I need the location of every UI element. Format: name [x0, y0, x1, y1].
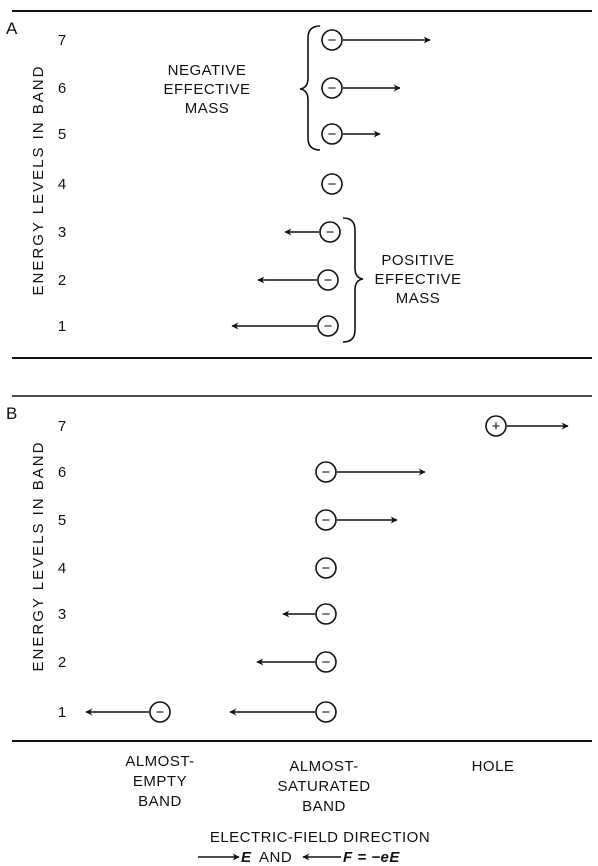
- panel-b-electron-3-circle: [315, 603, 337, 625]
- negative-mass-label-line1: NEGATIVE: [168, 62, 247, 79]
- almost-empty-label-line3: BAND: [138, 793, 182, 810]
- panel-b-level-3: 3: [58, 606, 66, 623]
- panel-b-level-numbers: 1 2 3 4 5 6 7: [58, 418, 66, 721]
- panel-b-hole-circle: [485, 415, 507, 437]
- panel-a-electron-2-sign: −: [324, 272, 333, 289]
- panel-b-electron-2-sign: −: [322, 654, 331, 671]
- panel-b-electron-5-circle: [315, 509, 337, 531]
- panel-a-electron-7-circle: [321, 29, 343, 51]
- panel-a-electron-7-sign: −: [328, 32, 337, 49]
- panel-b-electron-5-sign: −: [322, 512, 331, 529]
- panel-a-electron-1-sign: −: [324, 318, 333, 335]
- panel-b-electron-2: −: [256, 651, 337, 673]
- positive-mass-brace: [342, 217, 364, 343]
- panel-b-electron-6: −: [315, 461, 426, 483]
- panel-b-level-5: 5: [58, 512, 66, 529]
- almost-empty-label-line1: ALMOST-: [125, 753, 194, 770]
- panel-b-hole: +: [485, 415, 569, 437]
- panel-a-electron-2-circle: [317, 269, 339, 291]
- panel-a-electron-5-sign: −: [328, 126, 337, 143]
- panel-a-electrons: − − − − − − −: [231, 29, 431, 337]
- panel-a-tag: A: [6, 19, 18, 38]
- negative-mass-brace: [299, 25, 321, 151]
- hole-label: HOLE: [472, 758, 515, 775]
- panel-a-electron-3: −: [284, 221, 341, 243]
- panel-b-electron-1-circle: [315, 701, 337, 723]
- panel-a-electron-1: −: [231, 315, 339, 337]
- panel-b-electron-4-circle: [315, 557, 337, 579]
- panel-b-level-2: 2: [58, 654, 66, 671]
- panel-a-level-6: 6: [58, 80, 66, 97]
- panel-b-empty-band-electron-sign: −: [156, 704, 165, 721]
- almost-saturated-label-line2: SATURATED: [277, 778, 370, 795]
- panel-a-electron-6-circle: [321, 77, 343, 99]
- panel-b-level-6: 6: [58, 464, 66, 481]
- panel-a-level-3: 3: [58, 224, 66, 241]
- panel-b-electron-3: −: [282, 603, 337, 625]
- panel-b-empty-band-electron-circle: [149, 701, 171, 723]
- panel-a-electron-3-circle: [319, 221, 341, 243]
- positive-mass-label-line3: MASS: [396, 290, 441, 307]
- panel-a-electron-3-sign: −: [326, 224, 335, 241]
- panel-a-level-4: 4: [58, 176, 66, 193]
- panel-a-electron-2: −: [257, 269, 339, 291]
- panel-b-level-7: 7: [58, 418, 66, 435]
- panel-a-level-1: 1: [58, 318, 66, 335]
- panel-b-electron-5: −: [315, 509, 398, 531]
- positive-mass-label-line1: POSITIVE: [381, 252, 454, 269]
- almost-empty-label-line2: EMPTY: [133, 773, 187, 790]
- caption-and: AND: [259, 849, 292, 866]
- caption-e-symbol: E: [241, 849, 252, 866]
- panel-a-level-numbers: 1 2 3 4 5 6 7: [58, 32, 66, 335]
- panel-a-electron-6: −: [321, 77, 401, 99]
- caption-f-equation: F = −eE: [343, 849, 400, 866]
- almost-saturated-label-line1: ALMOST-: [289, 758, 358, 775]
- caption-line1: ELECTRIC-FIELD DIRECTION: [210, 829, 430, 846]
- panel-b-electron-4: −: [315, 557, 337, 579]
- panel-a-electron-6-sign: −: [328, 80, 337, 97]
- panel-b-electron-1-sign: −: [322, 704, 331, 721]
- panel-b-tag: B: [6, 404, 17, 423]
- negative-mass-label-line2: EFFECTIVE: [163, 81, 250, 98]
- panel-b-electron-3-sign: −: [322, 606, 331, 623]
- panel-a-electron-4-circle: [321, 173, 343, 195]
- panel-b-axis-label: ENERGY LEVELS IN BAND: [30, 441, 47, 672]
- almost-saturated-label-line3: BAND: [302, 798, 346, 815]
- panel-b-electron-6-circle: [315, 461, 337, 483]
- panel-a-electron-7: −: [321, 29, 431, 51]
- panel-a-electron-4: −: [321, 173, 343, 195]
- panel-a-electron-4-sign: −: [328, 176, 337, 193]
- panel-a-level-2: 2: [58, 272, 66, 289]
- panel-b-electron-6-sign: −: [322, 464, 331, 481]
- panel-b-electron-1: −: [229, 701, 337, 723]
- panel-a-electron-5-circle: [321, 123, 343, 145]
- panel-a-level-7: 7: [58, 32, 66, 49]
- panel-b-electron-2-circle: [315, 651, 337, 673]
- panel-b-level-1: 1: [58, 704, 66, 721]
- negative-mass-label-line3: MASS: [185, 100, 230, 117]
- panel-a-electron-5: −: [321, 123, 381, 145]
- positive-mass-label-line2: EFFECTIVE: [374, 271, 461, 288]
- panel-a-electron-1-circle: [317, 315, 339, 337]
- panel-b-particles: − − − − − − − +: [85, 415, 569, 723]
- panel-b-empty-band-electron: −: [85, 701, 171, 723]
- panel-b-level-4: 4: [58, 560, 66, 577]
- panel-b-hole-sign: +: [492, 418, 501, 435]
- panel-a-level-5: 5: [58, 126, 66, 143]
- panel-a-axis-label: ENERGY LEVELS IN BAND: [30, 65, 47, 296]
- panel-b-electron-4-sign: −: [322, 560, 331, 577]
